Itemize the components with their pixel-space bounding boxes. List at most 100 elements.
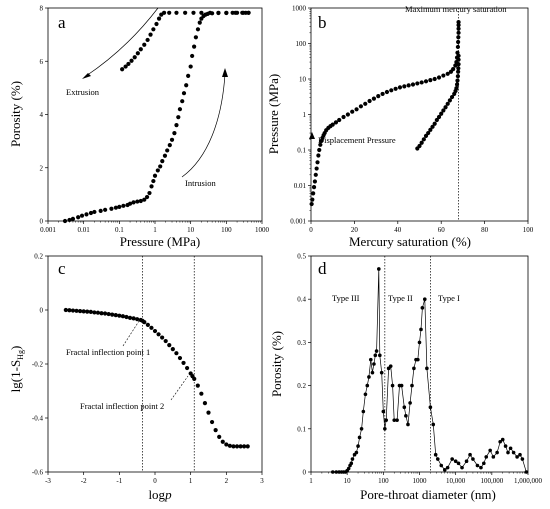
- data-point: [417, 143, 422, 149]
- data-point: [416, 357, 420, 362]
- data-point: [408, 401, 412, 405]
- x-tick-label: 10: [344, 477, 352, 485]
- data-point: [67, 217, 72, 223]
- data-point: [190, 53, 195, 59]
- data-point: [368, 357, 373, 362]
- data-point: [160, 158, 165, 164]
- x-tick-label: 1: [189, 477, 193, 485]
- y-tick-label: 100: [296, 40, 307, 48]
- data-point: [176, 115, 181, 120]
- x-tick-label: 1000: [413, 477, 428, 485]
- data-point: [456, 69, 461, 74]
- data-point: [455, 74, 461, 79]
- data-point: [488, 448, 492, 453]
- data-point: [241, 10, 246, 15]
- y-tick-label: 4: [40, 111, 44, 119]
- data-point: [381, 409, 386, 414]
- data-point: [234, 444, 240, 449]
- data-point: [392, 418, 397, 422]
- data-point: [432, 121, 437, 126]
- panel-letter-c: c: [58, 259, 66, 278]
- y-tick-label: 0: [40, 218, 44, 226]
- data-point: [443, 105, 448, 110]
- y-axis-label-c: lg(1-SHg): [8, 346, 25, 393]
- data-point: [471, 457, 475, 461]
- data-point: [491, 455, 496, 459]
- x-tick-label: -2: [81, 477, 87, 485]
- data-point: [92, 209, 97, 215]
- data-point: [311, 185, 317, 190]
- data-point: [92, 310, 97, 315]
- data-point: [131, 200, 136, 205]
- annotation-max-saturation: Maximum mercury saturation: [405, 4, 507, 14]
- x-axis-label-d: Pore-throat diameter (nm): [360, 487, 496, 502]
- data-point: [434, 117, 439, 123]
- data-point: [160, 335, 165, 340]
- data-point: [456, 26, 461, 31]
- data-point: [450, 457, 454, 461]
- data-point: [402, 84, 407, 89]
- data-point: [127, 315, 133, 320]
- data-point: [217, 434, 222, 439]
- data-point: [309, 201, 314, 207]
- data-point: [456, 30, 461, 35]
- data-point: [464, 459, 469, 464]
- data-point: [121, 203, 126, 208]
- annotation-type-ii: Type II: [388, 293, 413, 303]
- x-axis-label-a: Pressure (MPa): [120, 234, 201, 249]
- data-point: [456, 66, 461, 71]
- data-point: [371, 96, 377, 101]
- data-point: [142, 320, 147, 325]
- data-point: [373, 353, 378, 358]
- data-point: [142, 197, 147, 202]
- data-point: [191, 10, 196, 15]
- data-point: [449, 94, 455, 100]
- data-point: [167, 143, 172, 148]
- data-point: [180, 99, 185, 104]
- data-point: [155, 168, 160, 173]
- data-point: [177, 355, 183, 361]
- x-tick-label: 0: [153, 477, 157, 485]
- data-point: [84, 212, 89, 217]
- data-point: [453, 63, 458, 68]
- data-point: [436, 114, 442, 120]
- data-point: [454, 86, 459, 91]
- y-axis-label-d: Porosity (%): [269, 331, 284, 397]
- data-point: [330, 122, 335, 127]
- data-point: [186, 73, 191, 78]
- data-point: [158, 164, 163, 169]
- data-point: [393, 86, 398, 91]
- data-point: [337, 117, 342, 123]
- y-tick-label: 0.01: [294, 182, 307, 190]
- data-point: [227, 443, 232, 448]
- data-point: [135, 199, 140, 204]
- data-point: [138, 47, 143, 52]
- data-point: [313, 172, 318, 177]
- data-point: [206, 410, 211, 415]
- data-point: [383, 427, 387, 431]
- data-point: [363, 392, 368, 397]
- data-point: [430, 124, 435, 129]
- y-tick-label: -0.2: [32, 361, 44, 369]
- data-point: [154, 21, 159, 27]
- data-point: [520, 457, 525, 461]
- data-point: [454, 82, 460, 87]
- panel-letter-d: d: [318, 259, 327, 278]
- data-point: [445, 71, 450, 76]
- y-tick-label: 1000: [292, 5, 307, 13]
- data-point: [99, 311, 104, 316]
- data-point: [379, 370, 384, 375]
- data-point: [192, 376, 197, 381]
- data-point: [148, 32, 153, 37]
- data-point: [515, 455, 519, 459]
- data-point: [388, 364, 393, 368]
- data-point: [117, 313, 122, 318]
- data-point: [124, 314, 129, 320]
- data-point: [495, 450, 499, 455]
- data-point: [167, 343, 172, 348]
- data-point: [455, 78, 460, 83]
- data-point: [395, 418, 399, 422]
- data-point: [380, 91, 385, 97]
- data-point: [350, 109, 355, 114]
- data-point: [88, 210, 94, 216]
